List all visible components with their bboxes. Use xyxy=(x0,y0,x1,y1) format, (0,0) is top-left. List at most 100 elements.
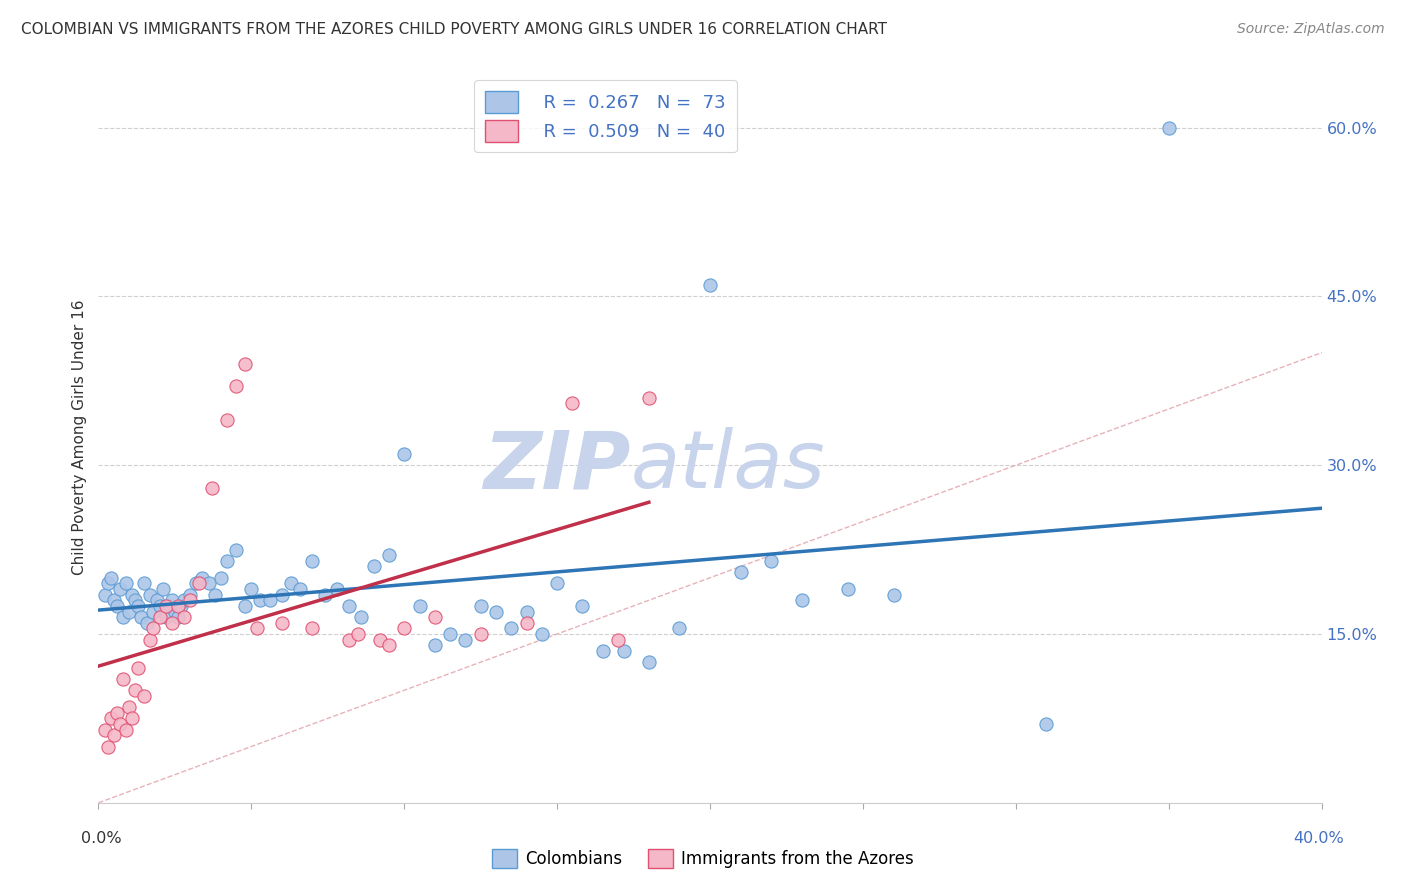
Point xyxy=(314,588,336,602)
Point xyxy=(637,655,661,669)
Point xyxy=(149,599,172,613)
Legend:   R =  0.267   N =  73,   R =  0.509   N =  40: R = 0.267 N = 73, R = 0.509 N = 40 xyxy=(474,80,737,153)
Point xyxy=(301,554,323,568)
Point xyxy=(337,632,360,647)
Point xyxy=(215,413,238,427)
Point xyxy=(111,610,134,624)
Point xyxy=(759,554,782,568)
Point xyxy=(883,588,905,602)
Point xyxy=(470,627,492,641)
Point xyxy=(170,599,193,613)
Point xyxy=(668,621,690,635)
Point xyxy=(103,593,125,607)
Point xyxy=(115,576,138,591)
Point xyxy=(1157,120,1180,135)
Point xyxy=(326,582,349,596)
Point xyxy=(179,588,201,602)
Point xyxy=(290,582,312,596)
Point xyxy=(97,739,120,754)
Point xyxy=(142,621,165,635)
Point xyxy=(127,599,149,613)
Text: Source: ZipAtlas.com: Source: ZipAtlas.com xyxy=(1237,22,1385,37)
Point xyxy=(378,548,401,562)
Point xyxy=(108,582,131,596)
Point xyxy=(142,605,165,619)
Point xyxy=(121,711,143,725)
Point xyxy=(200,481,222,495)
Point xyxy=(423,610,446,624)
Point xyxy=(233,357,256,371)
Point xyxy=(215,554,238,568)
Point xyxy=(188,576,211,591)
Point xyxy=(347,627,370,641)
Point xyxy=(149,610,172,624)
Point xyxy=(378,638,401,652)
Point xyxy=(516,605,538,619)
Point xyxy=(173,610,195,624)
Point xyxy=(516,615,538,630)
Point xyxy=(111,672,134,686)
Point xyxy=(139,588,162,602)
Point xyxy=(392,447,416,461)
Point xyxy=(118,605,141,619)
Point xyxy=(337,599,360,613)
Point xyxy=(270,588,292,602)
Point xyxy=(607,632,630,647)
Point xyxy=(249,593,271,607)
Point xyxy=(363,559,385,574)
Point xyxy=(209,571,232,585)
Point xyxy=(301,621,323,635)
Point xyxy=(225,542,247,557)
Point xyxy=(350,610,373,624)
Point xyxy=(423,638,446,652)
Point xyxy=(155,599,177,613)
Point xyxy=(485,605,508,619)
Point xyxy=(392,621,416,635)
Point xyxy=(100,711,122,725)
Point xyxy=(454,632,477,647)
Text: COLOMBIAN VS IMMIGRANTS FROM THE AZORES CHILD POVERTY AMONG GIRLS UNDER 16 CORRE: COLOMBIAN VS IMMIGRANTS FROM THE AZORES … xyxy=(21,22,887,37)
Point xyxy=(155,610,177,624)
Point xyxy=(439,627,461,641)
Point xyxy=(501,621,523,635)
Text: atlas: atlas xyxy=(630,427,825,506)
Point xyxy=(100,571,122,585)
Point xyxy=(103,728,125,742)
Point xyxy=(179,593,201,607)
Text: ZIP: ZIP xyxy=(484,427,630,506)
Point xyxy=(571,599,593,613)
Point xyxy=(160,593,183,607)
Point xyxy=(1035,717,1057,731)
Point xyxy=(191,571,214,585)
Point xyxy=(129,610,152,624)
Point xyxy=(637,391,661,405)
Point xyxy=(160,615,183,630)
Point xyxy=(115,723,138,737)
Point xyxy=(837,582,859,596)
Point xyxy=(699,278,721,293)
Point xyxy=(93,723,115,737)
Point xyxy=(124,683,146,698)
Point xyxy=(730,565,752,579)
Point xyxy=(108,717,131,731)
Point xyxy=(139,632,162,647)
Point xyxy=(124,593,146,607)
Point xyxy=(246,621,269,635)
Point xyxy=(127,661,149,675)
Point xyxy=(152,582,174,596)
Y-axis label: Child Poverty Among Girls Under 16: Child Poverty Among Girls Under 16 xyxy=(72,300,87,574)
Text: 40.0%: 40.0% xyxy=(1294,831,1344,846)
Point xyxy=(93,588,115,602)
Point xyxy=(240,582,263,596)
Point xyxy=(145,593,167,607)
Point xyxy=(790,593,813,607)
Point xyxy=(105,599,128,613)
Point xyxy=(592,644,614,658)
Point xyxy=(173,593,195,607)
Point xyxy=(368,632,391,647)
Point xyxy=(225,379,247,393)
Point xyxy=(97,576,120,591)
Point xyxy=(197,576,219,591)
Point xyxy=(157,599,180,613)
Point xyxy=(118,700,141,714)
